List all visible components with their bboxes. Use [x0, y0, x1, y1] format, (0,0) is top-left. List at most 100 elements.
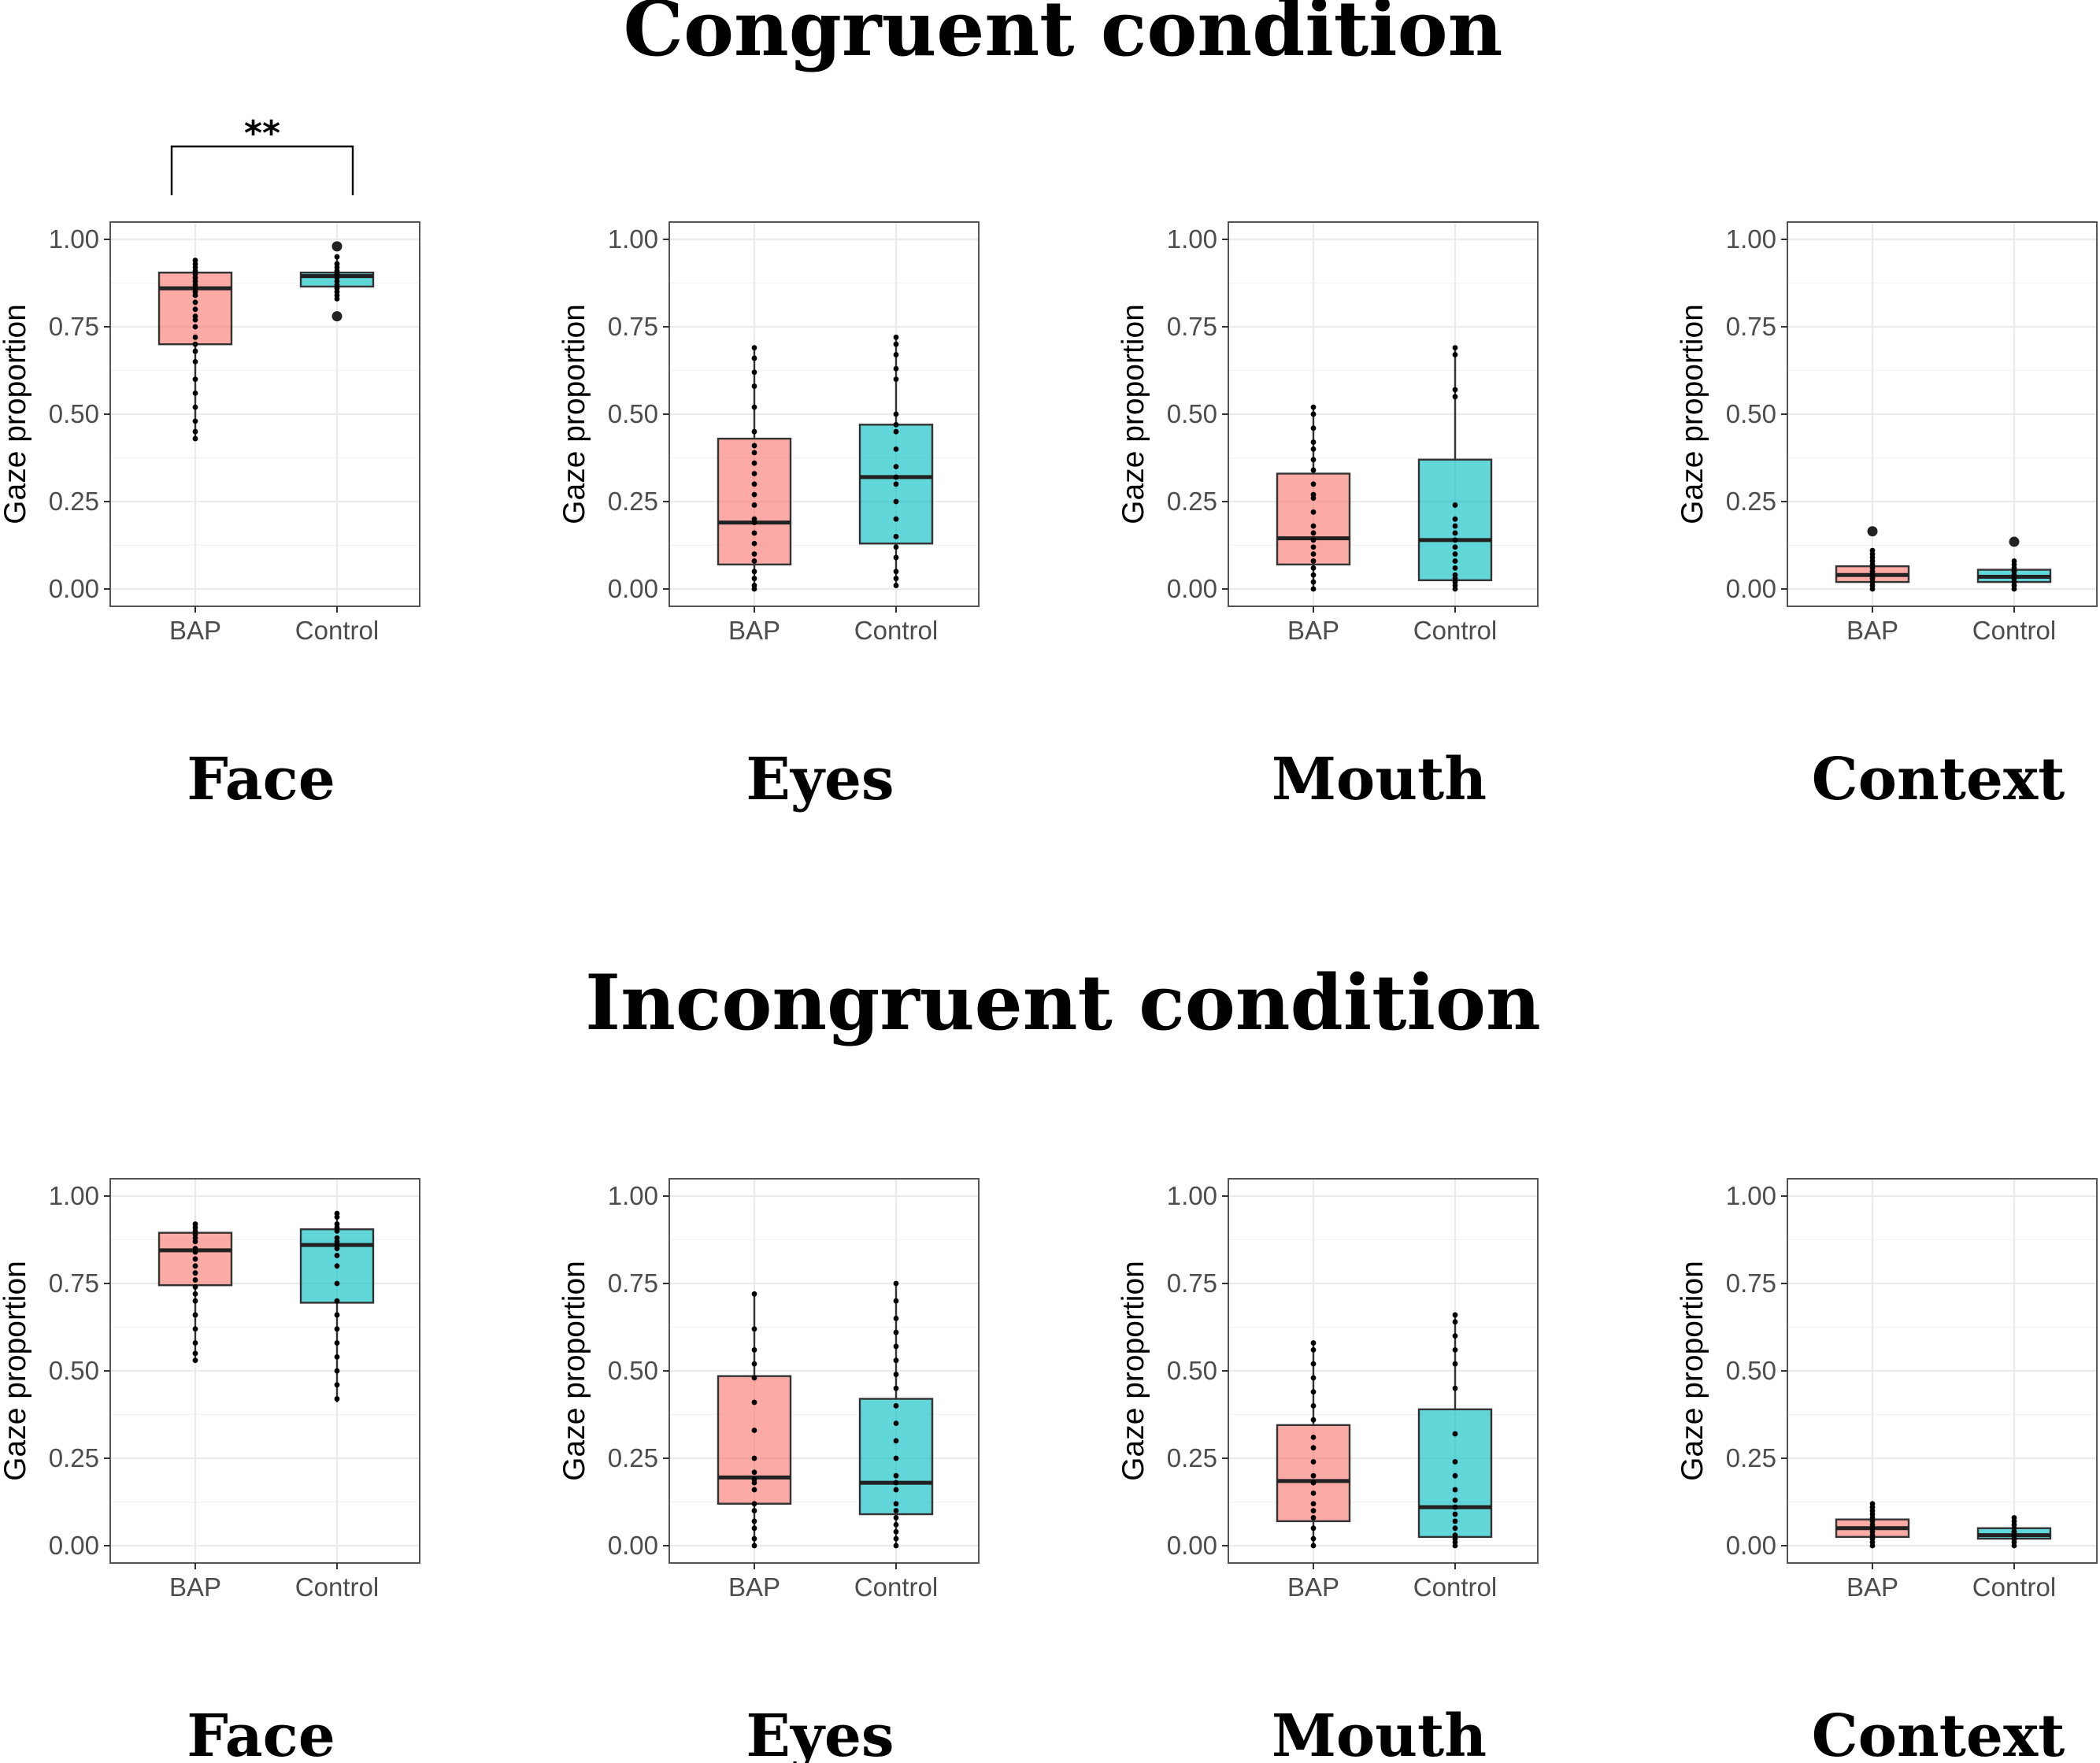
data-point	[334, 1298, 340, 1304]
y-tick-label: 0.00	[49, 1531, 99, 1560]
x-tick-label-bap: BAP	[728, 616, 780, 645]
data-point	[893, 1329, 899, 1335]
data-point	[751, 1535, 757, 1542]
iqr-box	[1276, 472, 1351, 566]
data-point	[192, 292, 198, 298]
data-point	[1310, 1445, 1317, 1451]
data-point	[893, 1508, 899, 1513]
data-point	[1310, 1508, 1317, 1513]
data-point	[893, 481, 899, 487]
data-point	[1452, 1312, 1458, 1318]
data-point	[192, 359, 198, 365]
data-point	[751, 491, 757, 498]
data-point	[1310, 425, 1317, 431]
incongruent-eyes-bap-box	[717, 1291, 792, 1549]
data-point	[334, 1263, 340, 1269]
y-tick-label: 0.25	[49, 1443, 99, 1472]
y-tick-label: 0.75	[49, 312, 99, 341]
data-point	[1452, 1504, 1458, 1510]
data-point	[1452, 1319, 1458, 1325]
y-tick-label: 0.75	[1726, 312, 1776, 341]
data-point	[751, 558, 757, 564]
y-tick-label: 0.25	[1726, 487, 1776, 516]
y-tick-label: 0.50	[1726, 1356, 1776, 1385]
y-axis-title: Gaze proportion	[0, 304, 32, 524]
data-point	[893, 554, 899, 561]
significance-label: **	[244, 113, 280, 154]
data-point	[334, 1382, 340, 1388]
significance-bracket	[170, 145, 354, 195]
data-point	[751, 1480, 757, 1486]
data-point	[192, 1270, 198, 1276]
data-point	[751, 1487, 757, 1493]
y-tick-label: 1.00	[1726, 1181, 1776, 1210]
data-point	[751, 345, 757, 351]
y-tick-label: 0.25	[608, 487, 658, 516]
congruent-context-control-box	[1976, 536, 2052, 592]
data-point	[893, 376, 899, 382]
data-point	[1452, 1511, 1458, 1517]
y-tick-label: 0.50	[608, 1356, 658, 1385]
data-point	[1310, 537, 1317, 543]
data-point	[893, 464, 899, 469]
data-point	[2011, 586, 2017, 592]
x-tick-label-control: Control	[1413, 616, 1497, 645]
data-point	[751, 502, 757, 508]
data-point	[1452, 1487, 1458, 1493]
data-point	[893, 1438, 899, 1444]
data-point	[1452, 558, 1458, 564]
data-point	[893, 334, 899, 340]
data-point	[751, 1455, 757, 1461]
data-point	[751, 1518, 757, 1524]
y-tick-label: 0.50	[608, 399, 658, 428]
data-point	[1452, 565, 1458, 571]
data-point	[893, 421, 899, 428]
data-point	[1310, 495, 1317, 501]
data-point	[751, 450, 757, 456]
data-point	[334, 254, 340, 260]
data-point	[893, 1455, 899, 1461]
x-tick-label-control: Control	[1413, 1572, 1497, 1602]
data-point	[1310, 1535, 1317, 1542]
data-point	[1452, 1361, 1458, 1367]
data-point	[751, 1291, 757, 1297]
data-point	[893, 1280, 899, 1287]
region-label-eyes: Eyes	[746, 1702, 894, 1763]
data-point	[751, 520, 757, 526]
data-point	[893, 341, 899, 347]
data-point	[1310, 1525, 1317, 1532]
data-point	[1310, 579, 1317, 585]
data-point	[751, 1375, 757, 1381]
data-point	[893, 576, 899, 582]
data-point	[1452, 394, 1458, 400]
data-point	[751, 460, 757, 466]
data-point	[751, 404, 757, 410]
data-point	[192, 435, 198, 442]
data-point	[1452, 530, 1458, 536]
data-point	[893, 1372, 899, 1377]
y-tick-label: 0.75	[1167, 1269, 1217, 1298]
congruent-eyes-bap-box	[717, 345, 792, 592]
x-tick-label-control: Control	[295, 1572, 379, 1602]
y-axis-title: Gaze proportion	[1676, 1261, 1709, 1481]
data-point	[1452, 516, 1458, 522]
data-point	[192, 341, 198, 347]
data-point	[1310, 481, 1317, 487]
data-point	[751, 576, 757, 582]
data-point	[751, 1525, 757, 1532]
x-tick-label-bap: BAP	[1287, 1572, 1339, 1602]
x-tick-label-control: Control	[854, 1572, 938, 1602]
data-point	[1452, 1497, 1458, 1503]
data-point	[1310, 1417, 1317, 1423]
data-point	[1452, 345, 1458, 351]
data-point	[1310, 1472, 1317, 1479]
data-point	[1310, 1515, 1317, 1520]
data-point	[334, 1312, 340, 1318]
incongruent-context-panel: 0.00 0.25 0.50 0.75 1.00 BAP Control Gaze propo…	[1676, 1178, 2098, 1763]
data-point	[192, 1291, 198, 1297]
data-point	[893, 1515, 899, 1520]
x-tick-label-control: Control	[1972, 1572, 2056, 1602]
data-point	[893, 1543, 899, 1549]
data-point	[1310, 1434, 1317, 1440]
congruent-face-panel: 0.00 0.25 0.50 0.75 1.00 BAP Control Gaze propo…	[0, 113, 420, 813]
